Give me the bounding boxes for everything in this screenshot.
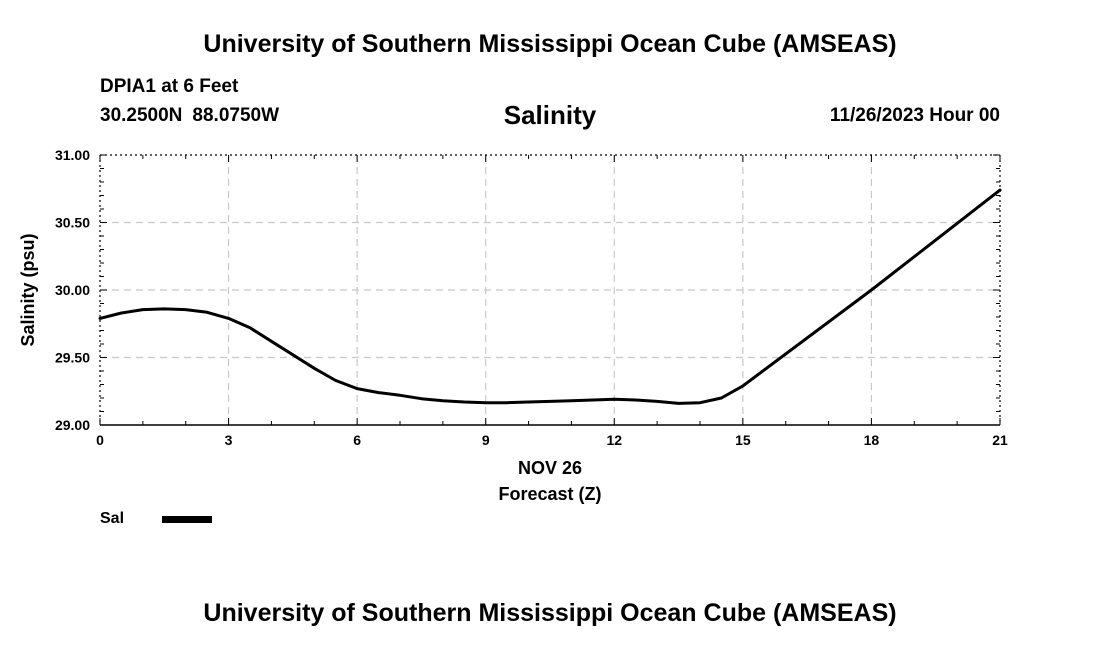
x-tick-label: 0: [96, 432, 104, 448]
x-axis-label: Forecast (Z): [498, 484, 601, 504]
x-tick-label: 21: [992, 432, 1008, 448]
legend-swatch: [162, 516, 212, 523]
x-tick-label: 3: [225, 432, 233, 448]
station-coordinates: 30.2500N 88.0750W: [100, 105, 279, 127]
station-label: DPIA1 at 6 Feet: [100, 76, 239, 97]
x-tick-label: 15: [735, 432, 751, 448]
longitude-label: 88.0750W: [192, 105, 280, 126]
y-tick-label: 29.00: [55, 417, 90, 433]
chart-title: Salinity: [503, 100, 597, 130]
x-axis-date-label: NOV 26: [518, 458, 582, 478]
series-line-sal: [98, 188, 1002, 405]
x-tick-label: 18: [864, 432, 880, 448]
header-title: University of Southern Mississippi Ocean…: [203, 30, 897, 58]
y-axis-label: Salinity (psu): [18, 233, 38, 346]
y-tick-label: 29.50: [55, 350, 90, 366]
forecast-datetime: 11/26/2023 Hour 00: [829, 105, 1000, 126]
legend-label: Sal: [100, 510, 125, 527]
y-tick-label: 30.00: [55, 282, 90, 298]
footer-title: University of Southern Mississippi Ocean…: [203, 599, 897, 627]
latitude-label: 30.2500N: [100, 105, 183, 126]
x-tick-label: 6: [353, 432, 361, 448]
x-tick-label: 9: [482, 432, 490, 448]
y-tick-label: 30.50: [55, 215, 90, 231]
x-tick-label: 12: [606, 432, 622, 448]
y-tick-label: 31.00: [55, 147, 90, 163]
